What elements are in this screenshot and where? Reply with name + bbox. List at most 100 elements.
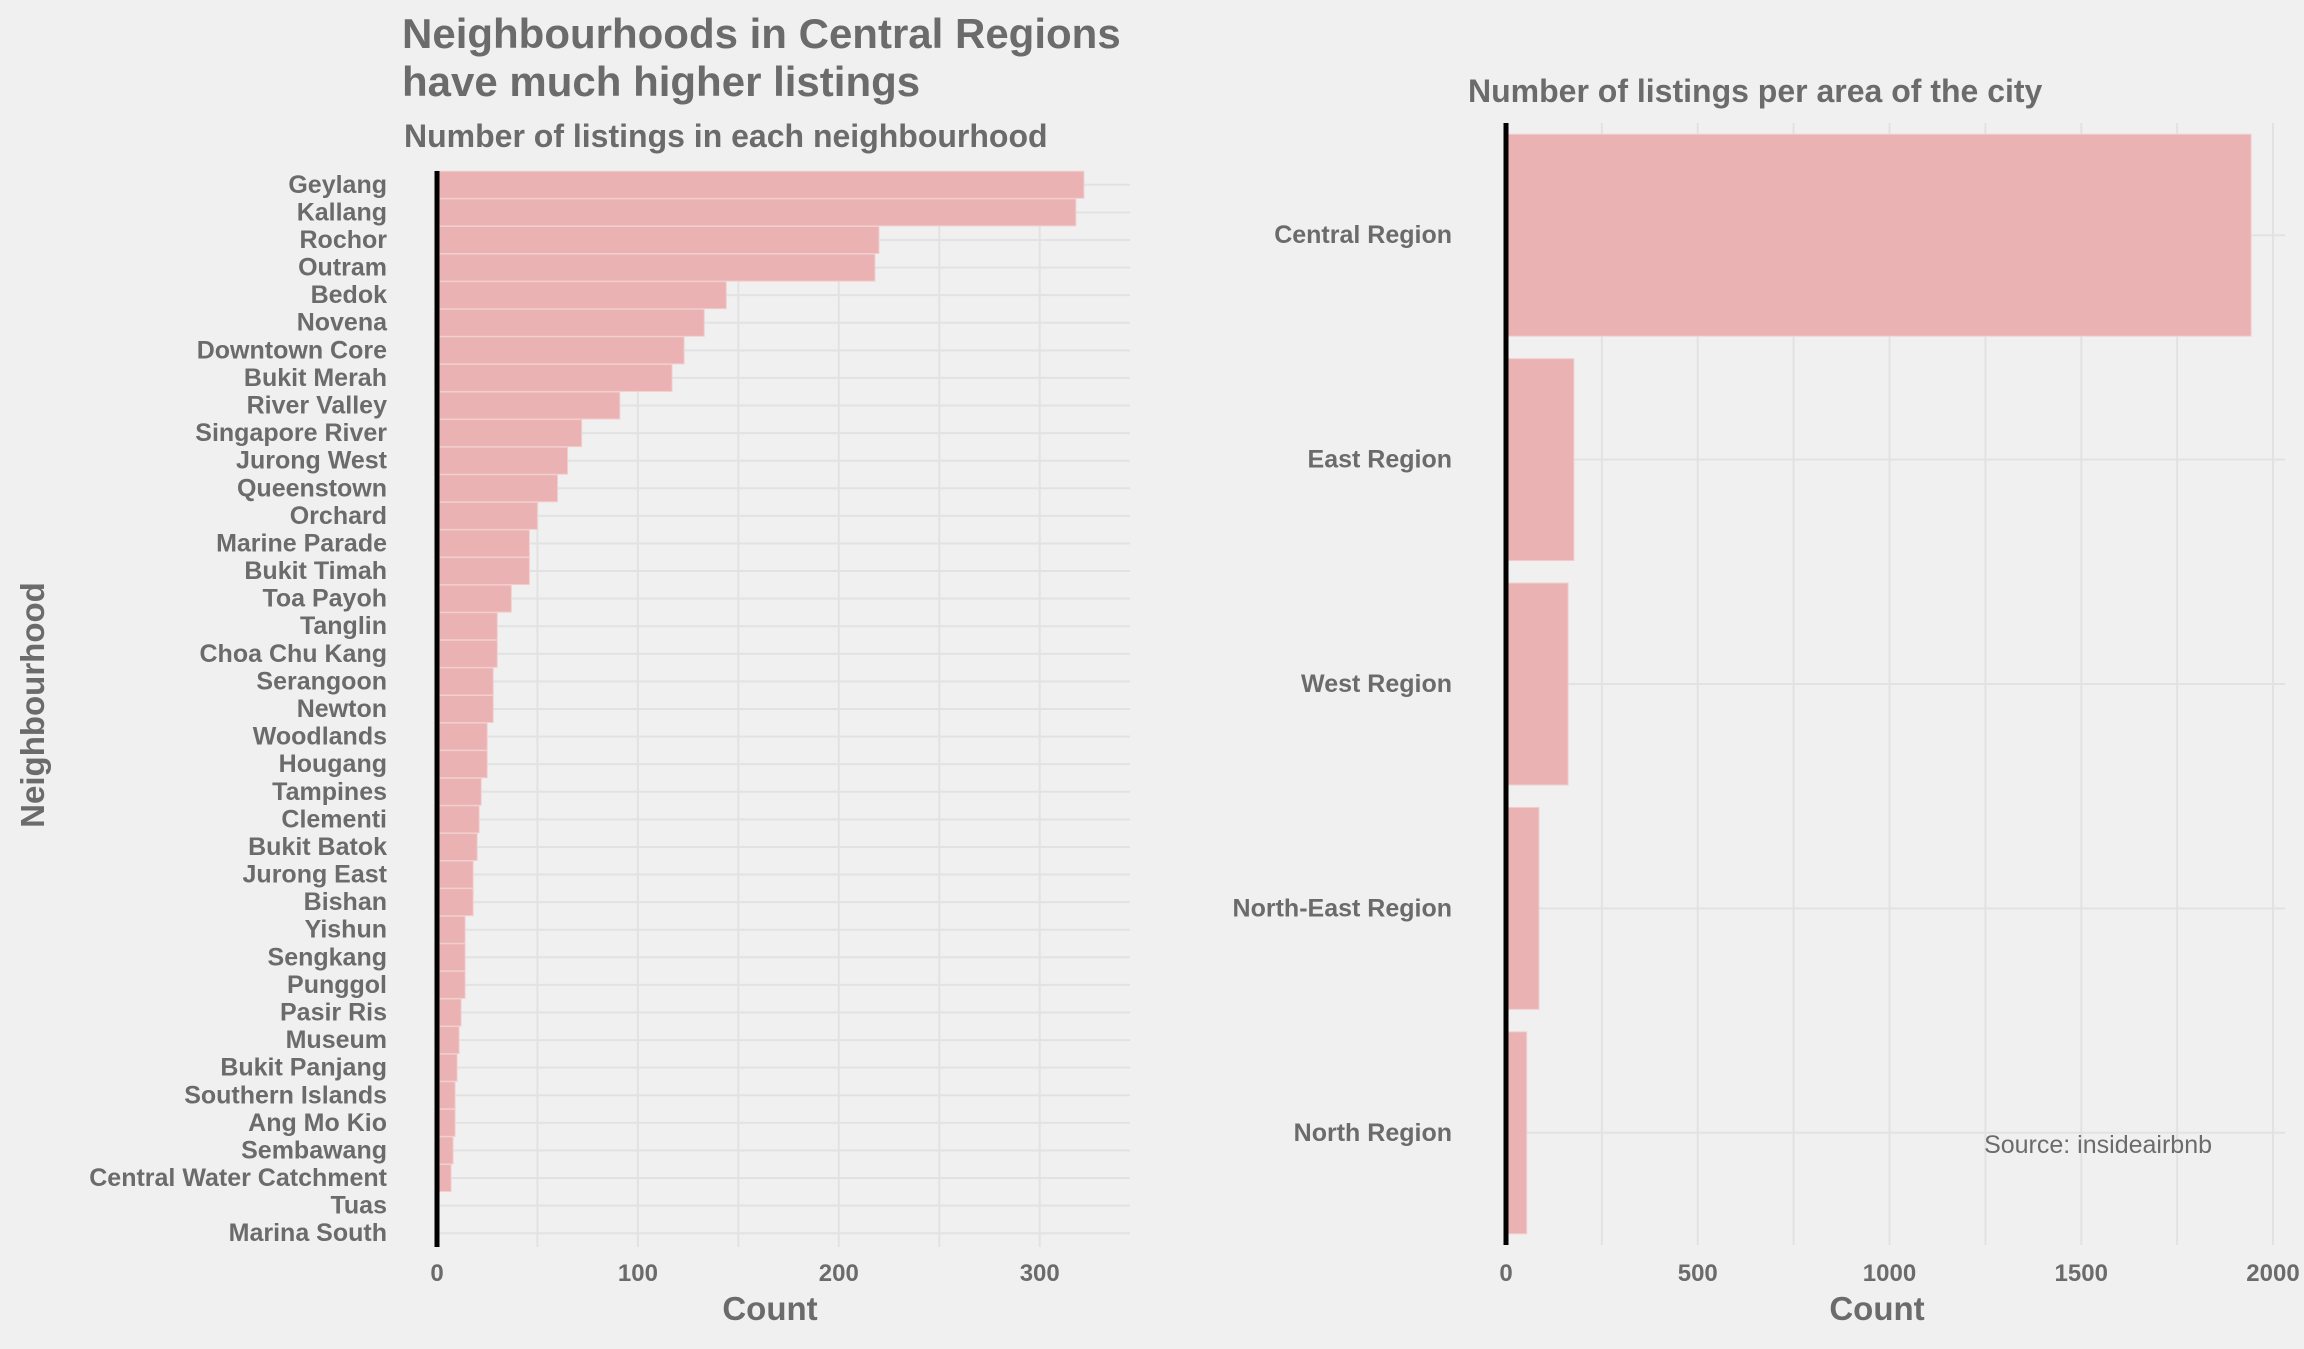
neighbourhood-label-bukit-batok: Bukit Batok [248, 833, 387, 861]
neighbourhood-bar-serangoon [436, 667, 494, 696]
neighbourhood-label-choa-chu-kang: Choa Chu Kang [200, 640, 388, 668]
neighbourhood-tick-300: 300 [1020, 1260, 1060, 1287]
neighbourhood-bar-kallang [436, 198, 1077, 227]
neighbourhood-bar-woodlands [436, 722, 488, 751]
region-chart-title: Number of listings per area of the city [1468, 73, 2043, 109]
neighbourhood-label-punggol: Punggol [287, 971, 387, 999]
neighbourhood-bar-marine-parade [436, 529, 530, 558]
neighbourhood-bar-hougang [436, 750, 488, 779]
neighbourhood-label-bukit-panjang: Bukit Panjang [220, 1054, 387, 1082]
neighbourhood-label-tuas: Tuas [331, 1192, 388, 1220]
neighbourhood-bar-bishan [436, 888, 474, 917]
neighbourhood-bar-queenstown [436, 474, 559, 503]
neighbourhood-bar-novena [436, 308, 705, 337]
neighbourhood-label-singapore-river: Singapore River [195, 419, 387, 447]
neighbourhood-label-clementi: Clementi [281, 805, 387, 833]
neighbourhood-bar-bukit-panjang [436, 1053, 458, 1082]
neighbourhood-x-tick-labels: 0 100 200 300 [430, 1260, 1059, 1287]
region-tick-2000: 2000 [2246, 1260, 2299, 1287]
region-chart: Number of listings per area of the city … [1233, 73, 2300, 1327]
neighbourhood-bar-outram [436, 253, 876, 282]
neighbourhood-bars [434, 170, 1085, 1248]
neighbourhood-bar-orchard [436, 501, 538, 530]
neighbourhood-bar-clementi [436, 805, 480, 834]
region-label-central-region: Central Region [1274, 221, 1452, 249]
neighbourhood-label-novena: Novena [297, 309, 388, 337]
neighbourhood-bar-toa-payoh [436, 584, 512, 613]
neighbourhood-label-tanglin: Tanglin [300, 612, 387, 640]
neighbourhood-x-axis-title: Count [722, 1290, 817, 1327]
region-bar-central-region [1505, 133, 2252, 337]
region-x-axis-title: Count [1829, 1290, 1924, 1327]
neighbourhood-bar-tanglin [436, 612, 498, 641]
neighbourhood-label-sembawang: Sembawang [241, 1136, 387, 1164]
neighbourhood-label-bedok: Bedok [311, 281, 388, 309]
neighbourhood-label-geylang: Geylang [288, 171, 387, 199]
neighbourhood-bar-tampines [436, 777, 482, 806]
neighbourhood-bar-jurong-west [436, 446, 569, 475]
neighbourhood-label-queenstown: Queenstown [237, 474, 387, 502]
neighbourhood-bar-bukit-timah [436, 557, 530, 586]
region-x-tick-labels: 0 500 1000 1500 2000 [1499, 1260, 2299, 1287]
neighbourhood-label-southern-islands: Southern Islands [184, 1081, 387, 1109]
neighbourhood-bar-punggol [436, 970, 466, 999]
neighbourhood-bar-ang-mo-kio [436, 1108, 456, 1137]
neighbourhood-label-pasir-ris: Pasir Ris [280, 998, 387, 1026]
neighbourhood-label-museum: Museum [286, 1026, 387, 1054]
region-tick-1500: 1500 [2055, 1260, 2108, 1287]
neighbourhood-bar-downtown-core [436, 336, 685, 365]
neighbourhood-chart: Number of listings in each neighbourhood… [14, 118, 1130, 1327]
figure-title-line-1: Neighbourhoods in Central Regions [402, 10, 1121, 57]
region-label-north-east-region: North-East Region [1233, 894, 1452, 922]
region-label-west-region: West Region [1301, 670, 1452, 698]
neighbourhood-bar-singapore-river [436, 419, 583, 448]
neighbourhood-label-tampines: Tampines [272, 778, 387, 806]
neighbourhood-label-woodlands: Woodlands [253, 723, 387, 751]
neighbourhood-label-marine-parade: Marine Parade [216, 529, 387, 557]
neighbourhood-label-toa-payoh: Toa Payoh [262, 585, 387, 613]
region-tick-1000: 1000 [1863, 1260, 1916, 1287]
neighbourhood-bar-museum [436, 1026, 460, 1055]
neighbourhood-bar-yishun [436, 915, 466, 944]
neighbourhood-tick-200: 200 [819, 1260, 859, 1287]
neighbourhood-label-bishan: Bishan [304, 888, 387, 916]
neighbourhood-label-central-water-catchment: Central Water Catchment [89, 1164, 387, 1192]
neighbourhood-category-labels: GeylangKallangRochorOutramBedokNovenaDow… [89, 171, 388, 1247]
neighbourhood-bar-bukit-merah [436, 363, 673, 392]
neighbourhood-tick-100: 100 [618, 1260, 658, 1287]
neighbourhood-bar-sengkang [436, 943, 466, 972]
neighbourhood-bar-southern-islands [436, 1081, 456, 1110]
neighbourhood-label-kallang: Kallang [297, 198, 387, 226]
neighbourhood-bar-bukit-batok [436, 832, 478, 861]
neighbourhood-label-jurong-east: Jurong East [243, 861, 388, 889]
neighbourhood-bar-pasir-ris [436, 998, 462, 1027]
region-bar-north-region [1505, 1031, 1528, 1235]
neighbourhood-label-serangoon: Serangoon [256, 667, 387, 695]
neighbourhood-bar-choa-chu-kang [436, 639, 498, 668]
neighbourhood-label-jurong-west: Jurong West [236, 447, 388, 475]
source-caption: Source: insideairbnb [1984, 1131, 2212, 1159]
neighbourhood-label-river-valley: River Valley [247, 392, 387, 420]
neighbourhood-label-bukit-merah: Bukit Merah [244, 364, 387, 392]
figure-title-line-2: have much higher listings [402, 58, 920, 105]
neighbourhood-bar-jurong-east [436, 860, 474, 889]
neighbourhood-label-marina-south: Marina South [229, 1219, 387, 1247]
neighbourhood-label-bukit-timah: Bukit Timah [244, 557, 387, 585]
neighbourhood-bar-river-valley [436, 391, 621, 420]
region-bar-west-region [1505, 582, 1569, 786]
neighbourhood-label-downtown-core: Downtown Core [197, 336, 387, 364]
neighbourhood-bar-bedok [436, 281, 727, 310]
neighbourhood-label-ang-mo-kio: Ang Mo Kio [248, 1109, 387, 1137]
neighbourhood-chart-title: Number of listings in each neighbourhood [404, 118, 1048, 154]
region-bar-north-east-region [1505, 806, 1540, 1010]
figure-title: Neighbourhoods in Central Regions have m… [402, 10, 1132, 105]
neighbourhood-label-sengkang: Sengkang [268, 943, 387, 971]
neighbourhood-y-axis-title: Neighbourhood [14, 582, 51, 828]
region-tick-500: 500 [1678, 1260, 1718, 1287]
neighbourhood-bar-rochor [436, 225, 880, 254]
region-bar-east-region [1505, 358, 1575, 562]
region-label-north-region: North Region [1294, 1119, 1452, 1147]
region-category-labels: Central Region East Region West Region Nort… [1233, 221, 1452, 1147]
